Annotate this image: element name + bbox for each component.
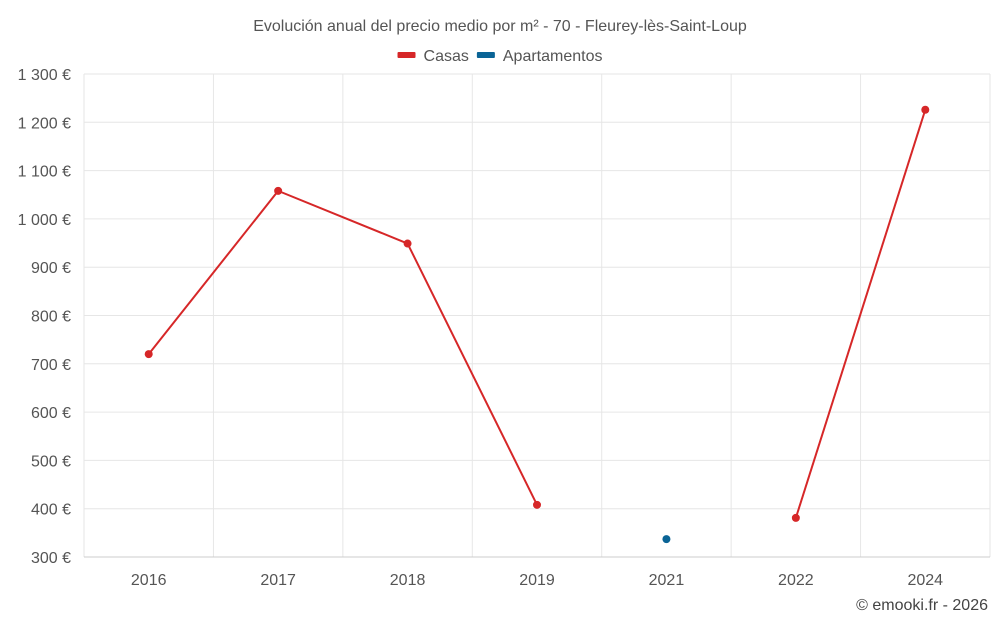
y-tick-label: 400 € <box>31 502 71 519</box>
chart-title: Evolución anual del precio medio por m² … <box>253 18 747 35</box>
x-tick-label: 2017 <box>260 572 296 589</box>
y-tick-label: 1 200 € <box>18 115 71 132</box>
x-axis: 2016 2017 2018 2019 2021 2022 2024 <box>131 572 943 589</box>
legend-swatch <box>397 52 416 58</box>
y-tick-label: 1 100 € <box>18 164 71 181</box>
data-point[interactable] <box>403 239 412 248</box>
data-point[interactable] <box>921 105 930 114</box>
legend-item-apartamentos[interactable]: Apartamentos <box>476 48 603 65</box>
y-tick-label: 1 000 € <box>18 212 71 229</box>
x-tick-label: 2018 <box>390 572 426 589</box>
data-point[interactable] <box>791 513 800 522</box>
data-point[interactable] <box>274 186 283 195</box>
y-tick-label: 800 € <box>31 309 71 326</box>
legend-swatch <box>476 52 495 58</box>
x-tick-label: 2024 <box>907 572 943 589</box>
data-point[interactable] <box>144 350 153 359</box>
y-tick-label: 900 € <box>31 260 71 277</box>
x-tick-label: 2021 <box>649 572 685 589</box>
grid <box>83 73 991 558</box>
legend-item-casas[interactable]: Casas <box>397 48 469 65</box>
y-tick-label: 600 € <box>31 405 71 422</box>
series-casas <box>144 105 930 522</box>
legend: Casas Apartamentos <box>397 48 603 65</box>
y-tick-label: 300 € <box>31 550 71 567</box>
y-tick-label: 1 300 € <box>18 67 71 84</box>
x-tick-label: 2022 <box>778 572 814 589</box>
y-axis: 300 € 400 € 500 € 600 € 700 € 800 € 900 € 1 000… <box>18 67 71 567</box>
y-tick-label: 700 € <box>31 357 71 374</box>
data-point[interactable] <box>533 500 541 509</box>
legend-label: Apartamentos <box>503 48 603 65</box>
series-line <box>147 189 538 506</box>
series-apartamentos <box>662 535 671 544</box>
y-tick-label: 500 € <box>31 453 71 470</box>
x-tick-label: 2016 <box>131 572 167 589</box>
series-layer <box>144 105 930 544</box>
x-tick-label: 2019 <box>519 572 555 589</box>
data-point[interactable] <box>662 535 671 544</box>
series-line <box>794 109 927 519</box>
legend-label: Casas <box>424 48 469 65</box>
credit-text: © emooki.fr - 2026 <box>856 597 988 614</box>
